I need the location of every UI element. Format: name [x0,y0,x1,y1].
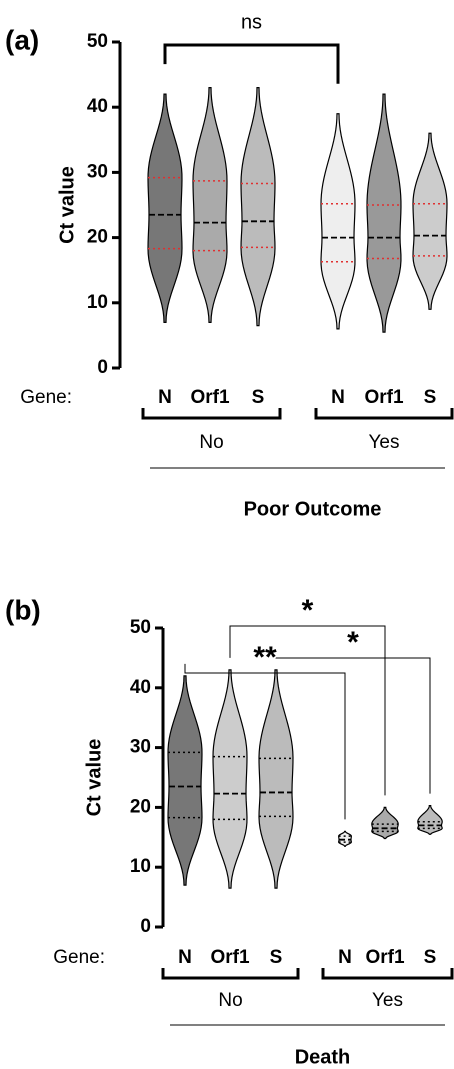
comparison-bracket [229,625,386,796]
y-tick-label: 30 [87,161,108,182]
y-tick-label: 20 [87,227,108,248]
gene-tick-label: Orf1 [364,387,404,408]
gene-label: Gene: [20,387,72,408]
y-tick-label: 30 [130,737,151,758]
y-tick-label: 10 [87,292,108,313]
gene-tick-label: S [424,387,437,408]
violin [371,806,399,840]
group-label: No [218,990,242,1011]
comparison-label: ns [241,11,262,33]
gene-tick-label: Orf1 [190,387,230,408]
y-tick-label: 50 [130,617,151,638]
violin [147,93,183,323]
y-axis-label: Ct value [83,739,105,817]
violin [412,132,448,310]
violin [366,93,402,333]
panel-label: (b) [5,594,41,625]
gene-tick-label: N [331,387,345,408]
gene-tick-label: N [338,947,352,968]
panel-label: (a) [5,24,39,55]
comparison-bracket [275,657,431,794]
y-tick-label: 50 [87,31,108,52]
y-axis-label: Ct value [56,166,78,244]
violin [320,113,356,330]
comparison-bracket [163,43,340,84]
gene-tick-label: N [178,947,192,968]
group-bracket [141,408,282,420]
y-tick-label: 40 [87,96,108,117]
gene-tick-label: S [424,947,437,968]
gene-tick-label: N [158,387,172,408]
y-tick-label: 0 [140,916,151,937]
gene-label: Gene: [53,947,105,968]
violin [240,87,276,327]
group-bracket [161,968,300,980]
y-tick-label: 10 [130,856,151,877]
gene-tick-label: S [270,947,283,968]
y-tick-label: 40 [130,677,151,698]
comparison-label: * [347,626,359,659]
group-label: Yes [372,990,403,1011]
group-label: No [199,432,223,453]
violin [212,669,248,889]
group-label: Yes [369,432,400,453]
violin [417,805,443,835]
violin [258,669,294,889]
x-axis-label: Poor Outcome [244,498,382,520]
x-axis-label: Death [295,1046,351,1068]
y-tick-label: 0 [97,357,108,378]
comparison-label: * [302,594,314,627]
violin [167,675,203,886]
gene-tick-label: Orf1 [210,947,250,968]
violin [192,87,228,323]
y-tick-label: 20 [130,796,151,817]
group-bracket [314,408,454,420]
gene-tick-label: Orf1 [365,947,405,968]
group-bracket [321,968,454,980]
comparison-label: ** [253,641,277,674]
gene-tick-label: S [252,387,265,408]
comparison-bracket [184,663,346,820]
